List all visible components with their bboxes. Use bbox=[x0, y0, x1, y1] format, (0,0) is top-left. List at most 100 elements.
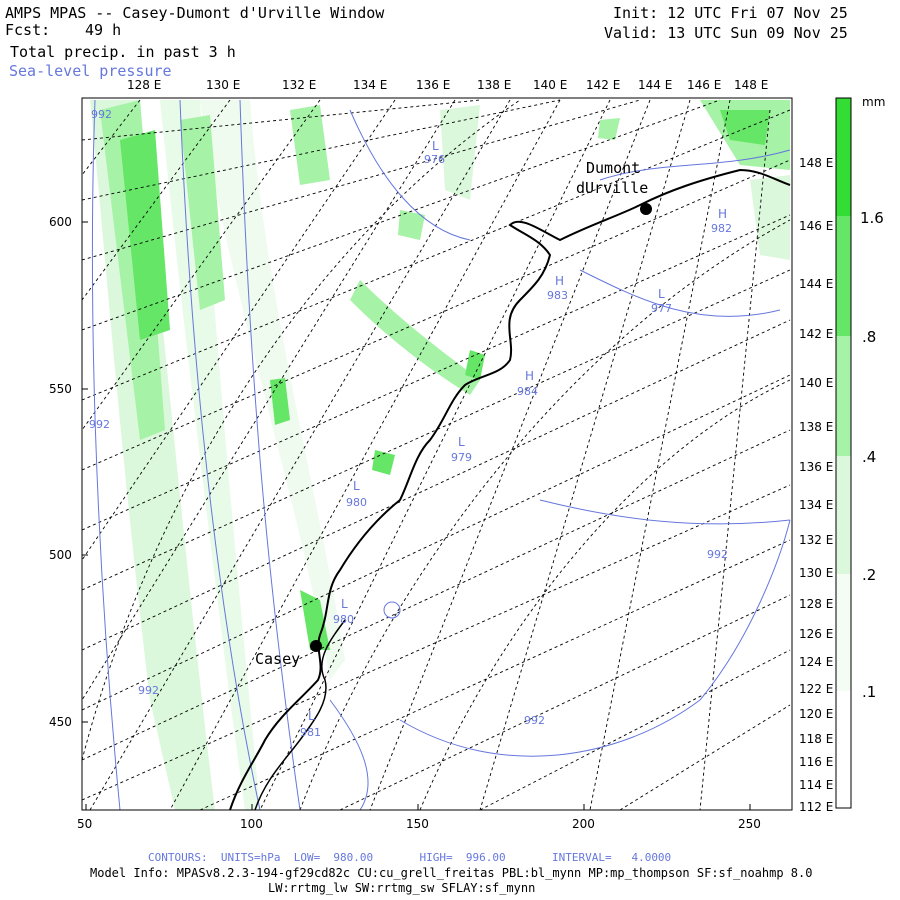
colorbar-label: 1.6 bbox=[860, 209, 884, 227]
pressure-center-letter: L bbox=[658, 287, 665, 301]
valid-time: Valid: 13 UTC Sun 09 Nov 25 bbox=[604, 24, 848, 42]
pressure-center-letter: H bbox=[718, 207, 727, 221]
precip-shading bbox=[90, 100, 790, 810]
colorbar-label: .4 bbox=[862, 448, 876, 466]
longitude-label: 126 E bbox=[799, 627, 833, 641]
model-info: Model Info: MPASv8.2.3-194-gf29cd82c CU:… bbox=[90, 866, 813, 880]
pressure-center-value: 979 bbox=[451, 451, 472, 464]
colorbar-swatch bbox=[836, 691, 851, 808]
precip-colorbar: mm 1.6 .8 .4 .2 .1 bbox=[835, 95, 885, 809]
plot-frame bbox=[81, 97, 793, 811]
colorbar-frame bbox=[835, 97, 852, 809]
coastline-inner bbox=[254, 619, 346, 810]
pressure-center-value: 980 bbox=[346, 496, 367, 509]
y-axis: 600 550 500 450 bbox=[49, 215, 88, 729]
pressure-center-letter: L bbox=[353, 479, 360, 493]
longitude-label: 124 E bbox=[799, 655, 833, 669]
contour-labels: 992 992 992 992 992 bbox=[89, 108, 728, 727]
top-longitude-labels: 128 E 130 E 132 E 134 E 136 E 138 E 140 … bbox=[127, 78, 768, 92]
pressure-center-value: 982 bbox=[711, 222, 732, 235]
longitude-label: 136 E bbox=[799, 460, 833, 474]
longitude-label: 112 E bbox=[799, 800, 833, 814]
init-time: Init: 12 UTC Fri 07 Nov 25 bbox=[613, 4, 848, 22]
dumont-durville-station-marker bbox=[640, 203, 652, 215]
casey-station-marker bbox=[310, 640, 322, 652]
pressure-center-value: 976 bbox=[424, 153, 445, 166]
longitude-label: 120 E bbox=[799, 707, 833, 721]
longitude-label: 142 E bbox=[586, 78, 620, 92]
pressure-centers: L 976 H 982 H 983 L 977 H 984 L 979 L 98… bbox=[300, 139, 732, 739]
longitude-label: 132 E bbox=[282, 78, 316, 92]
longitude-label: 130 E bbox=[206, 78, 240, 92]
longitude-label: 140 E bbox=[533, 78, 567, 92]
y-tick-label: 600 bbox=[49, 215, 72, 229]
longitude-label: 122 E bbox=[799, 682, 833, 696]
contour-label: 992 bbox=[707, 548, 728, 561]
pressure-center-value: 984 bbox=[517, 385, 538, 398]
colorbar-swatch bbox=[836, 456, 851, 574]
longitude-label: 138 E bbox=[799, 420, 833, 434]
x-tick-label: 150 bbox=[406, 817, 429, 831]
colorbar-label: .2 bbox=[862, 566, 876, 584]
forecast-hour-label: Fcst: bbox=[5, 21, 51, 39]
casey-label: Casey bbox=[255, 650, 300, 668]
map-title: AMPS MPAS -- Casey-Dumont d'Urville Wind… bbox=[5, 4, 385, 22]
longitude-label: 148 E bbox=[799, 156, 833, 170]
longitude-label: 128 E bbox=[799, 597, 833, 611]
pressure-center-letter: L bbox=[308, 709, 315, 723]
x-tick-label: 200 bbox=[572, 817, 595, 831]
pressure-center-letter: L bbox=[341, 597, 348, 611]
y-tick-label: 450 bbox=[49, 715, 72, 729]
longitude-label: 134 E bbox=[799, 498, 833, 512]
longitude-label: 146 E bbox=[799, 219, 833, 233]
right-longitude-labels: 148 E 146 E 144 E 142 E 140 E 138 E 136 … bbox=[799, 156, 833, 814]
coastline bbox=[229, 168, 791, 810]
pressure-center-letter: H bbox=[525, 369, 534, 383]
colorbar-swatch bbox=[836, 574, 851, 691]
longitude-label: 134 E bbox=[353, 78, 387, 92]
colorbar-swatch bbox=[836, 336, 851, 456]
pressure-center-value: 977 bbox=[651, 302, 672, 315]
x-axis: 50 100 150 200 250 bbox=[77, 804, 761, 831]
longitude-label: 116 E bbox=[799, 755, 833, 769]
latlon-grid bbox=[82, 99, 791, 810]
longitude-label: 146 E bbox=[687, 78, 721, 92]
pressure-center-value: 983 bbox=[547, 289, 568, 302]
longitude-label: 144 E bbox=[799, 277, 833, 291]
longitude-label: 138 E bbox=[477, 78, 511, 92]
longitude-label: 132 E bbox=[799, 533, 833, 547]
longitude-label: 128 E bbox=[127, 78, 161, 92]
longitude-label: 118 E bbox=[799, 732, 833, 746]
model-info-line2: LW:rrtmg_lw SW:rrtmg_sw SFLAY:sf_mynn bbox=[268, 881, 536, 895]
colorbar-label: .8 bbox=[862, 328, 876, 346]
overlay-name: Sea-level pressure bbox=[9, 62, 172, 80]
colorbar-label: .1 bbox=[862, 683, 876, 701]
x-tick-label: 250 bbox=[738, 817, 761, 831]
longitude-label: 144 E bbox=[638, 78, 672, 92]
x-tick-label: 50 bbox=[77, 817, 92, 831]
longitude-label: 130 E bbox=[799, 566, 833, 580]
field-name: Total precip. in past 3 h bbox=[10, 43, 236, 61]
dumont-durville-label-line1: Dumont bbox=[586, 159, 640, 177]
colorbar-swatch bbox=[836, 98, 851, 216]
longitude-label: 148 E bbox=[734, 78, 768, 92]
slp-contours bbox=[91, 99, 791, 810]
longitude-label: 136 E bbox=[416, 78, 450, 92]
longitude-label: 114 E bbox=[799, 778, 833, 792]
contour-label: 992 bbox=[89, 418, 110, 431]
contour-label: 992 bbox=[91, 108, 112, 121]
contour-info: CONTOURS: UNITS=hPa LOW= 980.00 HIGH= 99… bbox=[148, 851, 672, 864]
pressure-center-value: 981 bbox=[300, 726, 321, 739]
pressure-center-value: 980 bbox=[333, 613, 354, 626]
longitude-label: 142 E bbox=[799, 327, 833, 341]
dumont-durville-label-line2: dUrville bbox=[576, 179, 648, 197]
contour-label: 992 bbox=[138, 684, 159, 697]
contour-label: 992 bbox=[524, 714, 545, 727]
pressure-center-letter: L bbox=[458, 435, 465, 449]
colorbar-unit: mm bbox=[862, 95, 885, 109]
forecast-hour-value: 49 h bbox=[85, 21, 122, 39]
colorbar-swatch bbox=[836, 216, 851, 336]
x-tick-label: 100 bbox=[240, 817, 263, 831]
longitude-label: 140 E bbox=[799, 376, 833, 390]
